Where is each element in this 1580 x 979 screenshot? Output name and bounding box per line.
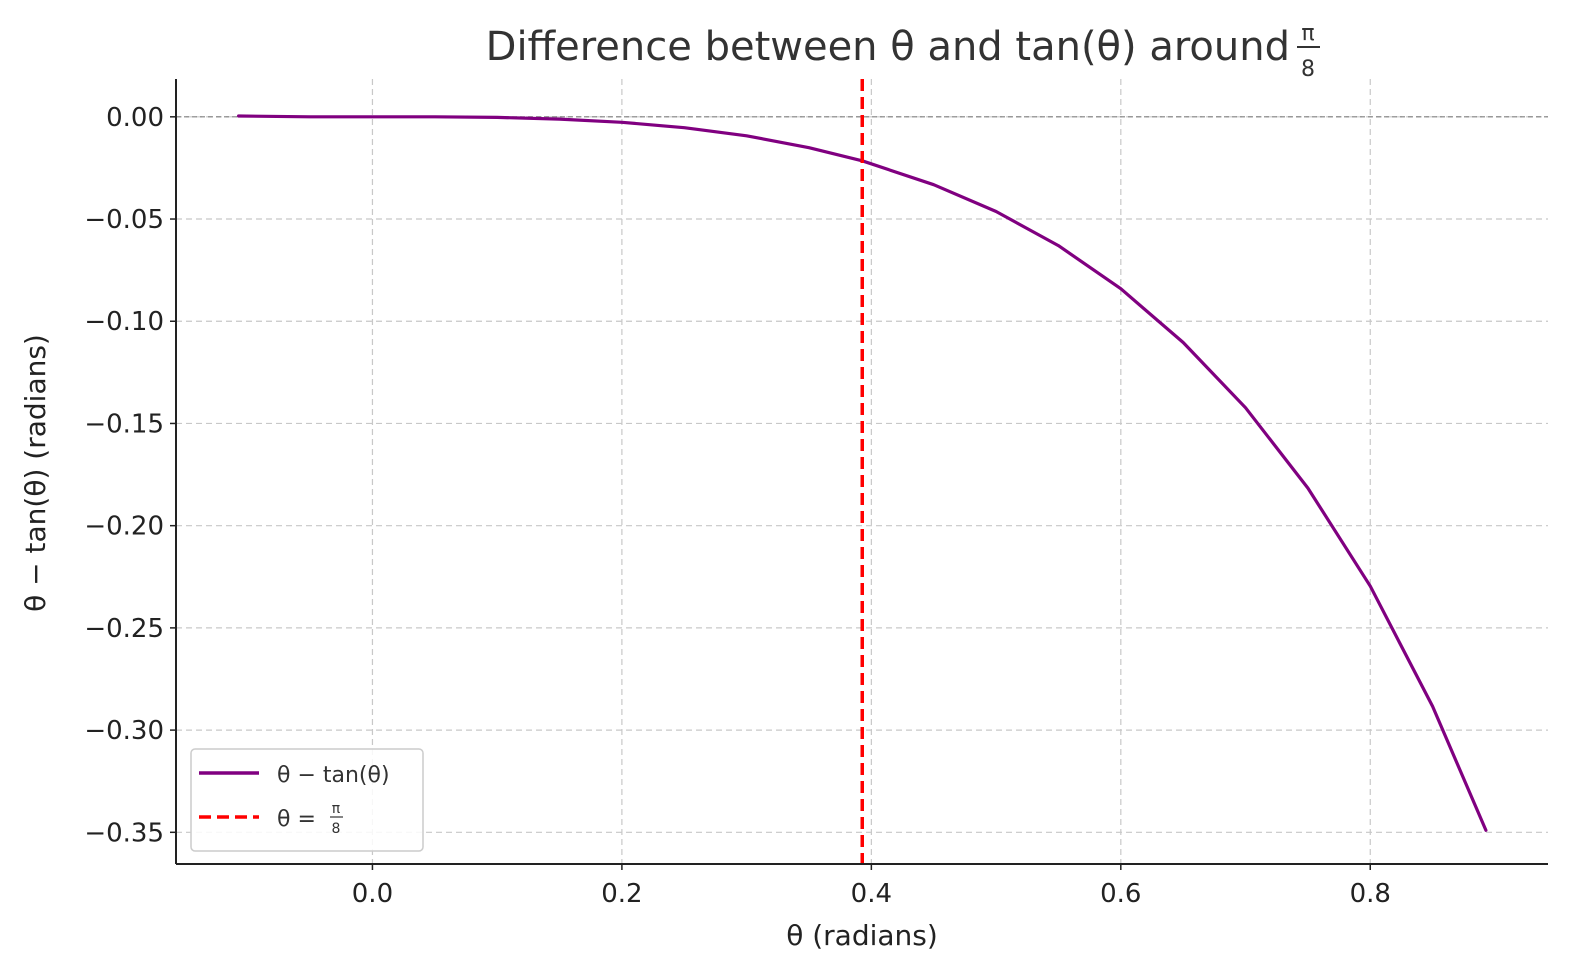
y-tick-label: −0.25 [84, 614, 164, 644]
x-tick-label: 0.6 [1100, 879, 1141, 909]
legend: θ − tan(θ) θ = π 8 [190, 748, 424, 852]
title-fraction: π 8 [1297, 21, 1320, 82]
legend-fraction: π 8 [330, 801, 343, 837]
x-tick-label: 0.0 [352, 879, 393, 909]
y-axis-label: θ − tan(θ) (radians) [19, 334, 52, 612]
y-tick-label: −0.20 [84, 512, 164, 542]
legend-label-curve: θ − tan(θ) [277, 763, 390, 788]
x-tick-label: 0.4 [851, 879, 892, 909]
title-fraction-denominator: 8 [1301, 57, 1315, 82]
y-tick-label: −0.15 [84, 409, 164, 439]
series-layer [237, 79, 1488, 864]
legend-label-vline: θ = [277, 807, 316, 832]
y-tick-label: 0.00 [106, 103, 164, 133]
legend-fraction-denominator: 8 [332, 821, 341, 837]
legend-fraction-numerator: π [332, 801, 341, 817]
y-tick-label: −0.05 [84, 205, 164, 235]
x-axis-label: θ (radians) [786, 919, 938, 952]
axes [175, 79, 1548, 865]
x-tick-label: 0.8 [1350, 879, 1391, 909]
ticks: 0.0 0.2 0.4 0.6 0.8 0.00 −0.05 −0.10 −0.15 −0.20 −… [84, 103, 1391, 909]
y-tick-label: −0.10 [84, 307, 164, 337]
y-tick-label: −0.30 [84, 716, 164, 746]
title-fraction-numerator: π [1301, 21, 1314, 46]
chart-title: Difference between θ and tan(θ) around [486, 24, 1290, 70]
x-tick-label: 0.2 [601, 879, 642, 909]
y-tick-label: −0.35 [84, 818, 164, 848]
